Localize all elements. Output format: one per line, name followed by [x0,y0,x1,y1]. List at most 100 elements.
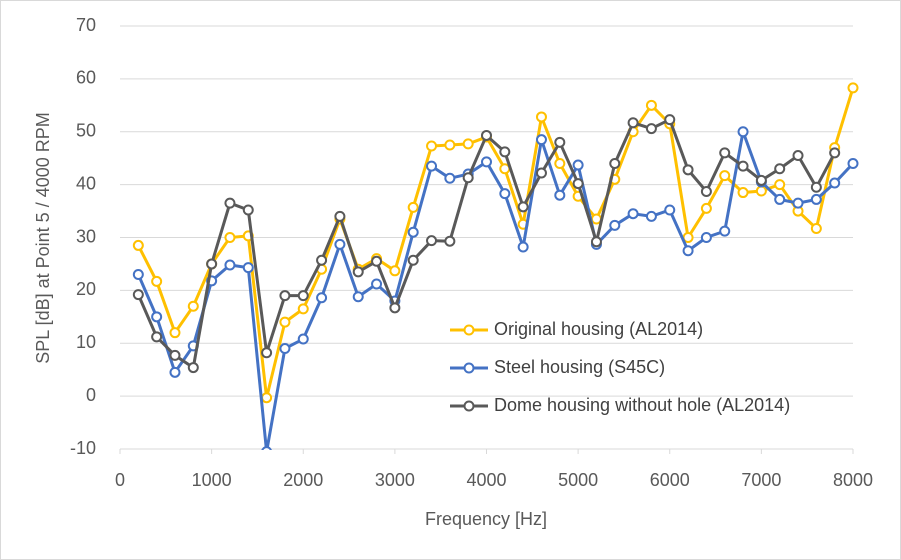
point [371,278,383,290]
x-tick-label: 2000 [283,470,323,490]
point [792,150,804,162]
point [810,193,822,205]
y-tick-label: 30 [76,226,96,246]
y-tick-label: 50 [76,121,96,141]
point [426,140,438,152]
point [535,134,547,146]
point [517,201,529,213]
point [187,300,199,312]
x-tick-label: 4000 [466,470,506,490]
point [444,139,456,151]
point [481,156,492,168]
point [627,208,639,220]
legend-label: Dome housing without hole (AL2014) [494,395,790,415]
point [719,225,731,237]
point [700,232,712,243]
point [316,254,328,266]
point [590,236,602,248]
point [609,157,621,169]
y-tick-label: 0 [86,385,96,405]
point [426,160,438,172]
point [297,290,309,302]
point [810,223,822,235]
point [664,114,676,126]
point [645,123,657,135]
point [517,241,529,253]
point [572,178,584,190]
point [224,197,236,209]
point [664,204,676,216]
point [297,303,309,315]
point [444,172,456,184]
x-tick-label: 8000 [833,470,873,490]
point [462,138,474,150]
point [847,157,859,169]
legend-marker [463,324,475,336]
point [645,99,657,111]
y-tick-label: 20 [76,279,96,299]
point [774,193,786,205]
y-tick-label: 70 [76,15,96,35]
point [316,292,328,304]
point [499,188,511,200]
point [151,331,163,343]
point [737,187,749,199]
point [700,202,712,214]
point [444,235,456,247]
point [132,269,144,281]
point [242,204,254,216]
x-axis-label: Frequency [Hz] [425,509,547,529]
point [279,316,291,328]
point [499,146,511,158]
point [187,362,199,374]
y-tick-label: 10 [76,332,96,352]
series-line [136,126,855,450]
point [169,349,181,361]
point [829,177,841,189]
point [609,219,621,231]
point [297,333,309,345]
legend-label: Original housing (AL2014) [494,319,703,339]
point [389,265,401,277]
y-tick-label: 40 [76,173,96,193]
legend-marker [463,362,475,374]
point [627,117,639,129]
point [334,210,346,222]
point [224,232,236,243]
point [169,366,181,378]
point [352,291,364,303]
point [206,258,218,270]
point [535,167,547,179]
point [407,226,419,238]
point [132,289,144,301]
point [132,239,144,251]
point [755,185,767,197]
point [279,290,291,302]
point [682,164,694,176]
x-tick-label: 6000 [650,470,690,490]
point [792,197,804,209]
point [719,170,731,182]
point [572,159,584,171]
y-tick-label: -10 [70,438,96,458]
point [462,172,474,184]
point [151,311,163,323]
point [554,189,566,201]
x-tick-label: 0 [115,470,125,490]
point [554,157,566,169]
point [481,129,492,141]
point [554,136,566,148]
point [829,147,841,159]
x-tick-label: 7000 [741,470,781,490]
point [737,126,749,138]
x-tick-label: 3000 [375,470,415,490]
point [719,147,731,159]
point [352,266,364,278]
x-tick-label: 5000 [558,470,598,490]
point [810,181,822,193]
legend-label: Steel housing (S45C) [494,357,665,377]
point [755,174,767,186]
point [847,82,859,94]
point [535,111,547,123]
